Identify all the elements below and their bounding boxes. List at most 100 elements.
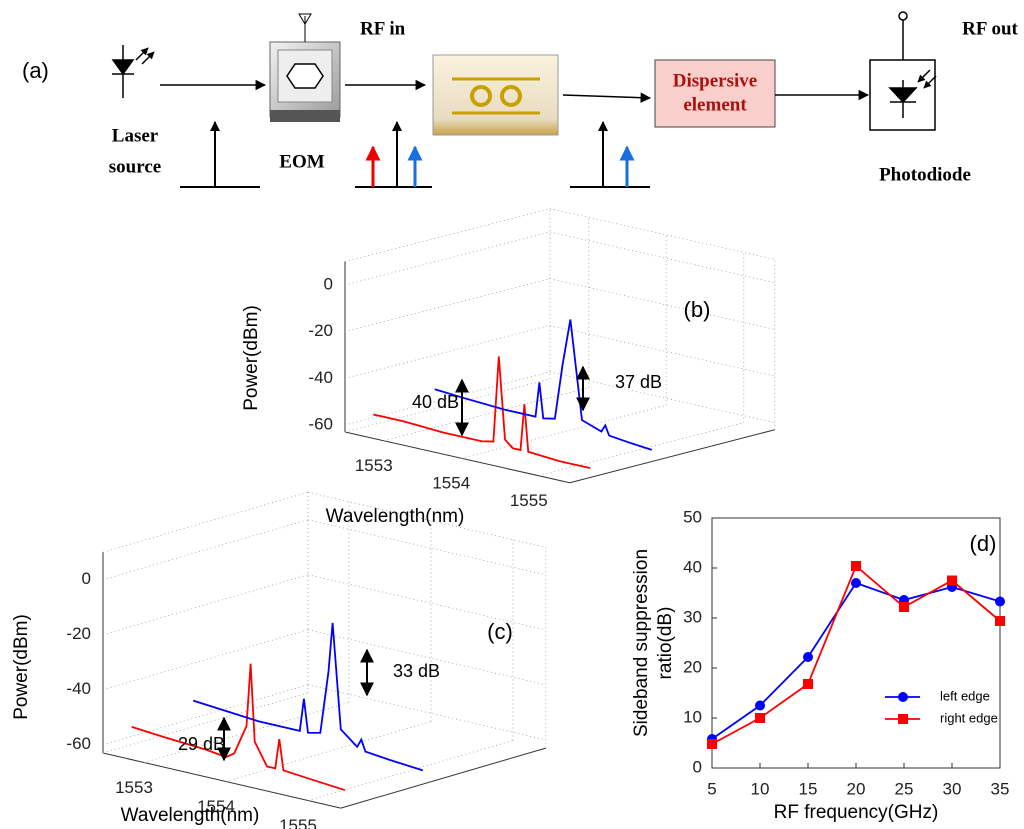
y-tick-label: 30 xyxy=(683,607,702,626)
annotation: 29 dB xyxy=(178,734,225,754)
box-edge xyxy=(344,208,551,263)
x-tick-label: 1553 xyxy=(115,778,153,797)
eom-label: EOM xyxy=(279,151,324,172)
x-tick-label: 1555 xyxy=(279,816,317,829)
depth-axis xyxy=(340,747,546,809)
eom-icon xyxy=(269,13,341,122)
x-tick-label: 10 xyxy=(751,779,770,798)
grid-line xyxy=(344,324,551,379)
grid-line xyxy=(344,371,551,426)
x-axis xyxy=(102,752,341,809)
marker xyxy=(803,652,813,662)
grid-line xyxy=(102,629,309,691)
spectrum-trace xyxy=(434,319,653,451)
annotation: 33 dB xyxy=(393,661,440,681)
grid-line xyxy=(307,574,546,631)
y-axis-label: Power(dBm) xyxy=(11,614,32,720)
y-tick-label: -20 xyxy=(308,321,333,340)
x-tick-label: 30 xyxy=(943,779,962,798)
grid-line xyxy=(549,231,775,284)
x-tick-label: 5 xyxy=(707,779,716,798)
depth-axis xyxy=(569,429,775,484)
x-tick-label: 1554 xyxy=(197,797,235,816)
x-axis-label: Wavelength(nm) xyxy=(326,506,465,527)
grid-line xyxy=(538,422,744,477)
dispersive-label: element xyxy=(683,94,747,115)
rf-in-label: RF in xyxy=(360,18,406,39)
marker xyxy=(803,679,813,689)
x-tick-label: 15 xyxy=(799,779,818,798)
y-tick-label: -20 xyxy=(66,624,91,643)
grid-line xyxy=(225,721,432,782)
grid-line xyxy=(307,519,546,576)
y-tick-label: 20 xyxy=(683,657,702,676)
dispersive-label: Dispersive xyxy=(673,70,757,91)
panel-label: (d) xyxy=(970,531,997,556)
legend-marker xyxy=(898,692,908,702)
legend-label: right edge xyxy=(940,710,998,725)
marker xyxy=(851,561,861,571)
x-tick-label: 25 xyxy=(895,779,914,798)
panel-label: (b) xyxy=(684,297,711,322)
marker xyxy=(755,713,765,723)
grid-line xyxy=(549,324,775,377)
panel-label: (c) xyxy=(487,619,513,644)
y-axis-label: ratio(dB) xyxy=(655,607,676,680)
annotation: 40 dB xyxy=(412,392,459,412)
y-tick-label: -40 xyxy=(308,368,333,387)
spectrum-trace xyxy=(192,622,424,772)
y-tick-label: 0 xyxy=(693,757,702,776)
x-tick-label: 35 xyxy=(991,779,1010,798)
arrow xyxy=(562,92,652,103)
spectrum-trace xyxy=(131,663,346,791)
rf-out-label: RF out xyxy=(962,18,1018,39)
marker xyxy=(707,739,717,749)
laser-label: source xyxy=(109,156,161,177)
marker xyxy=(755,700,765,711)
spectrum-icon xyxy=(180,121,260,188)
x-axis xyxy=(344,431,570,484)
grid-line xyxy=(307,740,514,801)
ring-resonator-icon xyxy=(432,54,559,136)
spectrum-icon xyxy=(355,121,432,188)
y-tick-label: 0 xyxy=(324,274,333,293)
grid-line xyxy=(549,278,775,330)
y-tick-label: 40 xyxy=(683,557,702,576)
laser-icon xyxy=(111,45,155,98)
y-tick-label: -60 xyxy=(308,414,333,433)
laser-label: Laser xyxy=(112,125,159,146)
grid-line xyxy=(307,684,546,741)
grid-line xyxy=(549,371,775,424)
y-tick-label: -40 xyxy=(66,679,91,698)
x-tick-label: 1553 xyxy=(355,456,393,475)
x-tick-label: 20 xyxy=(847,779,866,798)
grid-line xyxy=(461,404,667,459)
diagram: (a) Laser source RF in EOM Dispersive xyxy=(22,11,1019,188)
x-tick-label: 1555 xyxy=(510,491,548,510)
marker xyxy=(947,575,957,586)
y-axis-label: Sideband suppression xyxy=(631,549,652,737)
grid-line xyxy=(307,629,546,686)
y-tick-label: 10 xyxy=(683,707,702,726)
box-edge xyxy=(344,378,551,433)
marker xyxy=(995,616,1005,626)
dispersive-box xyxy=(654,59,776,128)
plot-frame xyxy=(711,517,1001,769)
y-tick-label: 50 xyxy=(683,507,702,526)
y-tick-label: 0 xyxy=(82,569,91,588)
x-tick-label: 1554 xyxy=(432,474,470,493)
grid-line xyxy=(383,387,589,442)
y-tick-label: -60 xyxy=(66,734,91,753)
y-axis-label: Power(dBm) xyxy=(241,305,262,411)
grid-line xyxy=(344,278,551,333)
grid-line xyxy=(102,519,309,581)
x-axis-label: Wavelength(nm) xyxy=(121,805,260,826)
marker xyxy=(851,578,861,588)
photodiode-icon xyxy=(869,11,937,131)
box-edge xyxy=(102,491,309,553)
legend-label: left edge xyxy=(940,688,990,703)
legend-marker xyxy=(898,714,908,724)
spectrum-trace xyxy=(373,356,591,469)
